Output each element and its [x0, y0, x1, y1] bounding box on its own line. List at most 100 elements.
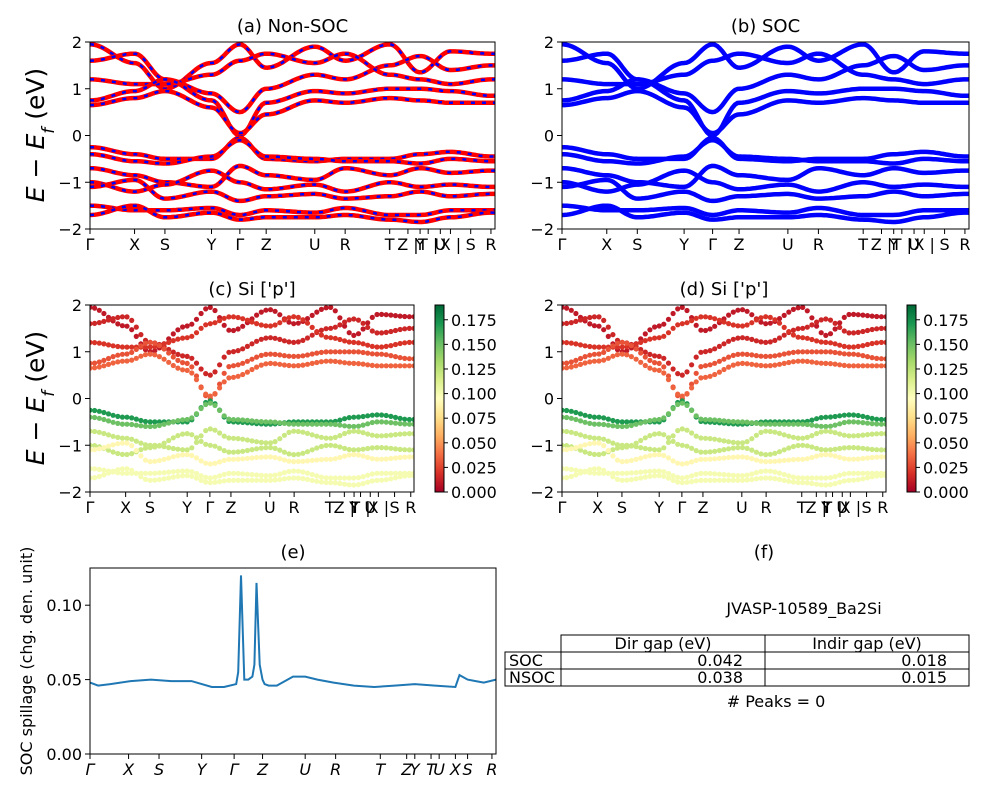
- scatter-point: [411, 454, 414, 460]
- scatter-point: [254, 338, 260, 344]
- scatter-point: [758, 468, 764, 475]
- scatter-point: [379, 363, 385, 369]
- scatter-point: [587, 450, 593, 457]
- scatter-point: [207, 461, 213, 467]
- scatter-point: [254, 418, 260, 424]
- scatter-point: [809, 417, 815, 423]
- scatter-point: [739, 473, 746, 479]
- scatter-point: [846, 351, 852, 357]
- scatter-point: [605, 438, 611, 444]
- scatter-point: [781, 312, 787, 318]
- scatter-point: [138, 440, 144, 446]
- scatter-point: [804, 456, 810, 462]
- scatter-point: [277, 476, 283, 483]
- scatter-point: [90, 442, 93, 448]
- scatter-point: [351, 423, 357, 430]
- scatter-point: [675, 401, 681, 408]
- scatter-point: [161, 346, 167, 352]
- scatter-point: [689, 318, 695, 324]
- scatter-point: [258, 439, 264, 445]
- scatter-point: [726, 439, 732, 445]
- scatter-point: [281, 449, 287, 455]
- y-tick-label: −1: [530, 436, 554, 455]
- x-tick-label: U: [364, 498, 376, 517]
- band-line-dash: [90, 204, 495, 217]
- x-tick-label: Γ: [86, 498, 95, 517]
- scatter-point: [314, 350, 320, 356]
- scatter-point: [721, 356, 727, 362]
- scatter-point: [661, 415, 667, 421]
- scatter-point: [184, 447, 190, 453]
- scatter-point: [684, 369, 690, 375]
- scatter-point: [212, 460, 218, 466]
- x-tick-label: R: [289, 498, 300, 517]
- scatter-point: [739, 440, 746, 446]
- scatter-point: [601, 421, 607, 428]
- scatter-point: [610, 447, 616, 453]
- scatter-point: [562, 339, 565, 345]
- scatter-point: [837, 320, 843, 326]
- scatter-point: [406, 363, 412, 369]
- scatter-point: [207, 393, 213, 399]
- scatter-point: [411, 421, 414, 427]
- scatter-point: [869, 421, 875, 427]
- scatter-point: [96, 359, 102, 365]
- scatter-point: [249, 477, 255, 483]
- scatter-point: [827, 452, 834, 458]
- scatter-point: [397, 313, 403, 319]
- scatter-point: [786, 445, 792, 451]
- scatter-point: [772, 362, 778, 368]
- scatter-point: [147, 423, 153, 430]
- scatter-point: [346, 475, 352, 481]
- scatter-point: [369, 351, 375, 357]
- scatter-point: [184, 416, 190, 423]
- scatter-point: [749, 361, 755, 367]
- y-tick-label: −2: [530, 483, 554, 502]
- scatter-point: [749, 312, 755, 318]
- scatter-point: [221, 413, 227, 419]
- scatter-point: [170, 419, 176, 425]
- scatter-point: [587, 434, 593, 440]
- scatter-point: [781, 421, 787, 427]
- scatter-point: [818, 429, 824, 435]
- scatter-point: [656, 323, 662, 329]
- scatter-point: [772, 458, 778, 464]
- scatter-point: [406, 447, 412, 453]
- scatter-point: [244, 437, 250, 443]
- scatter-point: [818, 360, 824, 366]
- scatter-point: [573, 467, 579, 473]
- scatter-point: [582, 354, 588, 360]
- scatter-point: [767, 421, 773, 427]
- scatter-point: [180, 417, 186, 423]
- x-tick-label: U: [836, 498, 848, 517]
- scatter-point: [864, 414, 871, 420]
- scatter-point: [652, 353, 658, 359]
- x-tick-label: S: [940, 235, 950, 254]
- scatter-point: [161, 421, 167, 427]
- scatter-point: [147, 339, 153, 345]
- scatter-point: [841, 471, 847, 477]
- scatter-point: [175, 418, 181, 424]
- scatter-point: [184, 353, 190, 359]
- scatter-point: [402, 416, 408, 422]
- scatter-point: [744, 322, 750, 328]
- scatter-point: [96, 466, 102, 472]
- scatter-point: [332, 335, 338, 341]
- scatter-point: [781, 332, 787, 338]
- scatter-point: [189, 370, 195, 376]
- scatter-point: [675, 441, 681, 447]
- scatter-point: [693, 379, 699, 385]
- panel-c-si-p: (c) Si ['p']210−1−2Γ X S Y Γ Z U R TZ |YT |UX | S…: [58, 279, 496, 517]
- scatter-point: [184, 367, 190, 373]
- scatter-point: [397, 431, 403, 437]
- scatter-point: [582, 449, 588, 455]
- band-line-soc: [562, 51, 969, 115]
- scatter-point: [763, 452, 769, 458]
- scatter-point: [790, 479, 797, 485]
- scatter-point: [258, 454, 264, 460]
- scatter-point: [781, 471, 787, 478]
- scatter-point: [388, 413, 394, 419]
- scatter-point: [587, 321, 593, 327]
- scatter-point: [166, 336, 172, 342]
- scatter-point: [291, 459, 297, 465]
